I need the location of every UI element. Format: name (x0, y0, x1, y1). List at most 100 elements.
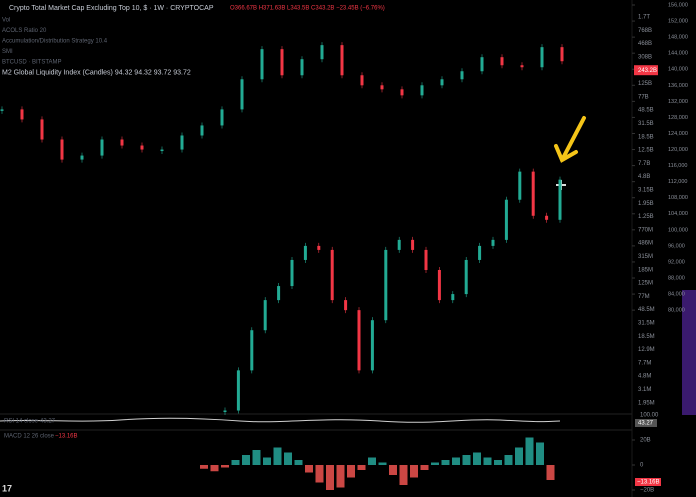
price-tick-label: 140,000 (668, 67, 688, 73)
macd-bar (200, 465, 208, 469)
price-tick-label: 136,000 (668, 83, 688, 89)
macd-bar (284, 452, 292, 465)
cap-tick-label: 185M (638, 267, 653, 273)
price-tick-label: 100,000 (668, 227, 688, 233)
cap-tick-label: 125B (638, 81, 652, 87)
price-tick-label: 120,000 (668, 147, 688, 153)
candle (531, 171, 535, 216)
cap-tick-label: 12.5B (638, 148, 654, 154)
rsi-badge-value: 43.27 (638, 421, 654, 427)
cap-tick-label: 486M (638, 241, 653, 247)
cap-tick-label: 77M (638, 294, 650, 300)
cap-tick-label: 125M (638, 281, 653, 287)
candle (491, 239, 495, 246)
price-tick-label: 108,000 (668, 195, 688, 201)
candle (504, 199, 508, 240)
macd-bar (336, 465, 345, 488)
candle (120, 139, 124, 146)
macd-tick-label: 20B (640, 438, 651, 444)
legend-title: Crypto Total Market Cap Excluding Top 10… (9, 5, 214, 12)
candle (80, 155, 84, 160)
candle (440, 79, 444, 86)
cap-tick-label: 1.7T (638, 15, 650, 21)
cap-tick-label: 3.1M (638, 387, 651, 393)
candle (464, 259, 468, 295)
candle (300, 59, 304, 76)
macd-bar (221, 465, 229, 468)
price-tick-label: 124,000 (668, 131, 688, 137)
macd-bar (357, 465, 366, 470)
cap-tick-label: 4.8M (638, 374, 651, 380)
cap-tick-label: 468B (638, 41, 652, 47)
candle (303, 245, 307, 260)
rsi-label: RSI 14 close (4, 419, 39, 425)
price-tick-label: 92,000 (668, 259, 685, 265)
candle (370, 320, 374, 371)
candle (317, 245, 321, 250)
macd-label: MACD 12 26 close (4, 434, 55, 440)
logo: 17 (2, 483, 12, 493)
macd-bar (378, 462, 387, 465)
indicator-label: M2 Global Liquidity Index (Candles) 94.3… (2, 69, 191, 76)
candle (20, 109, 24, 120)
cap-tick-label: 7.7B (638, 161, 650, 167)
macd-bar (210, 465, 219, 472)
candle (520, 65, 524, 68)
candle (277, 286, 281, 301)
macd-bar (525, 437, 534, 465)
macd-bar (368, 457, 376, 465)
cap-tick-label: 48.5B (638, 108, 654, 114)
candle (240, 79, 244, 110)
cap-tick-label: 48.5M (638, 307, 655, 313)
macd-bar (410, 465, 418, 478)
candle (424, 249, 428, 270)
indicator-label: Vol (2, 18, 10, 24)
candle (320, 45, 324, 60)
cap-tick-label: 308B (638, 54, 652, 60)
cap-tick-label: 4.8B (638, 174, 650, 180)
macd-badge-value: −13.16B (637, 480, 660, 486)
macd-bar (452, 457, 460, 465)
candle (290, 259, 294, 287)
macd-bar (399, 465, 408, 485)
candle (200, 125, 204, 136)
indicator-label: BTCUSD · BITSTAMP (2, 60, 62, 66)
indicator-label: Accumulation/Distribution Strategy 10.4 (2, 39, 108, 45)
macd-bar (504, 455, 513, 465)
macd-bar (473, 452, 481, 465)
rsi-badge (635, 419, 657, 427)
price-tick-label: 112,000 (668, 179, 687, 185)
cap-tick-label: 315M (638, 254, 653, 260)
cap-tick-label: 12.9M (638, 347, 655, 353)
candle (560, 47, 564, 62)
candle (480, 57, 484, 72)
macd-bar (273, 447, 282, 465)
candle (280, 49, 284, 76)
candle (411, 239, 415, 250)
macd-bar (441, 460, 450, 465)
macd-bar (252, 450, 261, 465)
price-tick-label: 156,000 (668, 2, 688, 8)
price-tick-label: 84,000 (668, 292, 685, 298)
cap-tick-label: 768B (638, 28, 652, 34)
macd-tick-label: 0 (640, 463, 644, 469)
price-tick-label: 144,000 (668, 51, 688, 57)
candle (263, 300, 267, 331)
candle (380, 85, 384, 90)
side-stripe (682, 290, 696, 415)
candle (384, 249, 388, 321)
price-tick-label: 96,000 (668, 243, 685, 249)
macd-badge (635, 478, 661, 486)
macd-bar (347, 465, 355, 478)
cap-tick-label: 31.5B (638, 121, 654, 127)
macd-tick-label: −20B (640, 488, 654, 494)
macd-value: −13.16B (55, 434, 78, 440)
price-tick-label: 128,000 (668, 115, 688, 121)
candle (400, 89, 404, 96)
cap-tick-label: 31.5M (638, 320, 655, 326)
candle (420, 85, 424, 96)
macd-bar (231, 460, 240, 465)
macd-bar (462, 455, 471, 465)
candle (160, 149, 164, 152)
